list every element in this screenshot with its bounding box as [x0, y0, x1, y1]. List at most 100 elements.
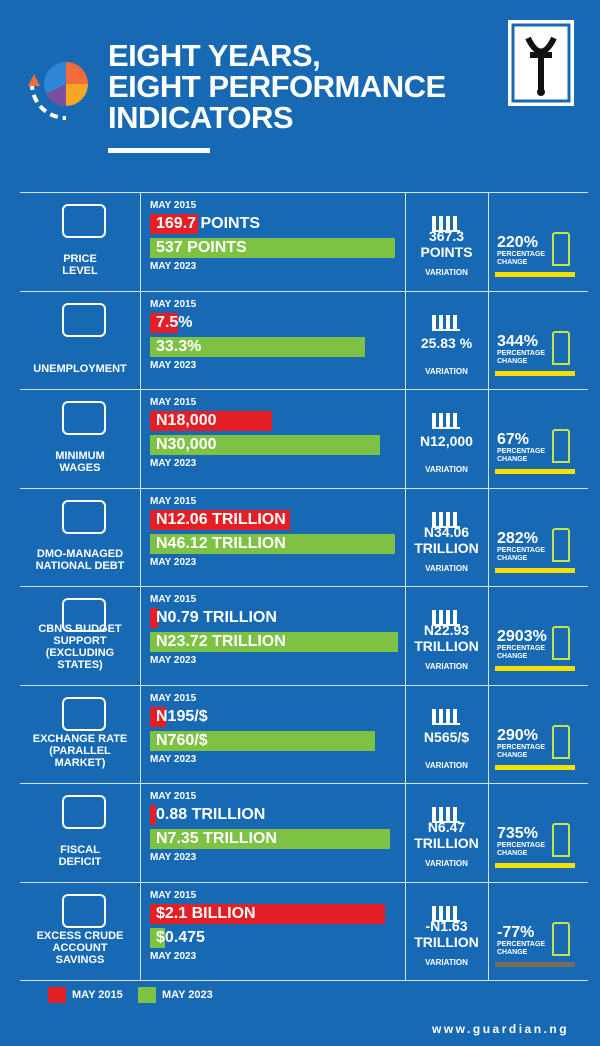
bar-2023 — [150, 336, 365, 357]
value-2015: 7.5% — [156, 313, 193, 331]
variation-line: TRILLION — [414, 638, 479, 654]
variation: N34.06 TRILLION — [405, 524, 488, 556]
arrow-icon — [552, 626, 570, 660]
row-icon — [62, 598, 106, 632]
percent: 344% — [497, 332, 538, 350]
row-label-line: STATES) — [57, 658, 103, 671]
from-label: MAY 2015 — [150, 889, 197, 901]
legend-swatch-2023 — [138, 987, 156, 1003]
value-2015: N12.06 TRILLION — [156, 510, 286, 528]
row-label-line: ACCOUNT — [52, 942, 108, 954]
title-line: INDICATORS — [108, 100, 294, 135]
underline — [495, 370, 575, 376]
rule — [20, 684, 588, 686]
bars-icon — [432, 610, 460, 626]
row-label-line: EXCHANGE RATE — [32, 733, 128, 745]
percent-label: PERCENTAGE CHANGE — [497, 645, 545, 661]
row-label-line: NATIONAL DEBT — [35, 560, 125, 572]
percent-label-line: CHANGE — [497, 751, 528, 759]
percent: 67% — [497, 431, 530, 448]
rule — [20, 290, 588, 292]
variation-label: VARIATION — [425, 563, 468, 573]
row-label: UNEMPLOYMENT — [20, 363, 140, 375]
arrow-icon — [552, 921, 570, 956]
variation-label: VARIATION — [425, 366, 468, 376]
bars-icon — [432, 216, 460, 232]
percent-label-line: PERCENTAGE — [497, 645, 546, 652]
percent: 220% — [497, 234, 538, 251]
logo-mark — [511, 23, 571, 103]
value-2023: 537 POINTS — [156, 239, 247, 256]
variation: N12,000 — [405, 433, 488, 449]
rule — [20, 586, 588, 587]
percent-label-line: PERCENTAGE — [497, 546, 546, 554]
percent-label-line: CHANGE — [497, 357, 528, 365]
row-label-line: CBN'S BUDGET — [38, 622, 122, 635]
variation-label: VARIATION — [425, 760, 468, 770]
row-label-line: DEFICIT — [58, 855, 102, 868]
row-label-line: DMO-MANAGED — [36, 548, 124, 560]
bars-icon — [432, 511, 460, 528]
title-underline — [108, 148, 210, 153]
percent-label: PERCENTAGE CHANGE — [497, 251, 545, 267]
row-label-line: EXCESS CRUDE — [36, 930, 124, 942]
percent-label-line: PERCENTAGE — [497, 349, 546, 357]
bar-2023 — [150, 435, 380, 455]
row-label: MINIMUM WAGES — [20, 450, 140, 474]
variation: 367.3 POINTS — [405, 228, 488, 260]
percent: 735% — [497, 825, 538, 842]
arrow-icon — [552, 429, 570, 463]
arrow-icon — [552, 724, 570, 759]
variation-line: 367.3 — [428, 228, 465, 244]
bars-icon — [432, 413, 460, 429]
from-label: MAY 2015 — [150, 397, 197, 408]
bar-2015 — [150, 312, 178, 333]
percent: 2903% — [497, 628, 547, 645]
rule — [20, 980, 588, 981]
rule — [20, 881, 588, 883]
row-label-line: MARKET) — [54, 757, 106, 769]
row-icon — [62, 795, 106, 829]
rule — [20, 487, 588, 489]
percent-label-line: CHANGE — [497, 456, 528, 463]
row-label-line: WAGES — [59, 461, 101, 474]
percent-label: PERCENTAGE CHANGE — [497, 547, 545, 563]
from-label: MAY 2015 — [150, 298, 197, 310]
value-2015: N195/$ — [156, 707, 208, 725]
variation-line: TRILLION — [414, 933, 479, 950]
percent-label-line: CHANGE — [497, 948, 528, 956]
value-2023: N46.12 TRILLION — [156, 534, 286, 552]
to-label: MAY 2023 — [150, 852, 197, 863]
bar-2023 — [150, 533, 395, 554]
bar-2023 — [150, 632, 398, 652]
variation-line: TRILLION — [414, 539, 479, 556]
percent-label-line: CHANGE — [497, 554, 528, 562]
from-label: MAY 2015 — [150, 200, 197, 211]
pie-icon — [28, 62, 88, 121]
arrow-icon — [552, 330, 570, 365]
row-label: CBN'S BUDGET SUPPORT (EXCLUDING STATES) — [20, 623, 140, 671]
to-label: MAY 2023 — [150, 359, 197, 371]
value-2015: 169.7 POINTS — [156, 215, 261, 232]
bars-icon — [432, 905, 460, 922]
rule — [20, 389, 588, 390]
percent: 282% — [497, 529, 538, 547]
from-label: MAY 2015 — [150, 791, 197, 802]
arrow-icon — [552, 527, 570, 562]
value-2015: N18,000 — [156, 412, 217, 429]
rule — [20, 783, 588, 784]
underline — [495, 666, 575, 671]
variation: N6.47 TRILLION — [405, 819, 488, 851]
bar-2015 — [150, 608, 158, 628]
percent-label-line: CHANGE — [497, 653, 528, 660]
row-label: FISCAL DEFICIT — [20, 844, 140, 868]
row-label-line: PRICE — [63, 252, 97, 265]
underline — [495, 272, 575, 277]
variation-label: VARIATION — [425, 957, 468, 967]
value-2023: N760/$ — [156, 731, 208, 749]
row-label-line: FISCAL — [60, 843, 100, 856]
variation-line: 25.83 % — [420, 334, 473, 351]
to-label: MAY 2023 — [150, 458, 197, 469]
bar-2023 — [150, 927, 165, 948]
percent-label: PERCENTAGE CHANGE — [497, 350, 545, 366]
